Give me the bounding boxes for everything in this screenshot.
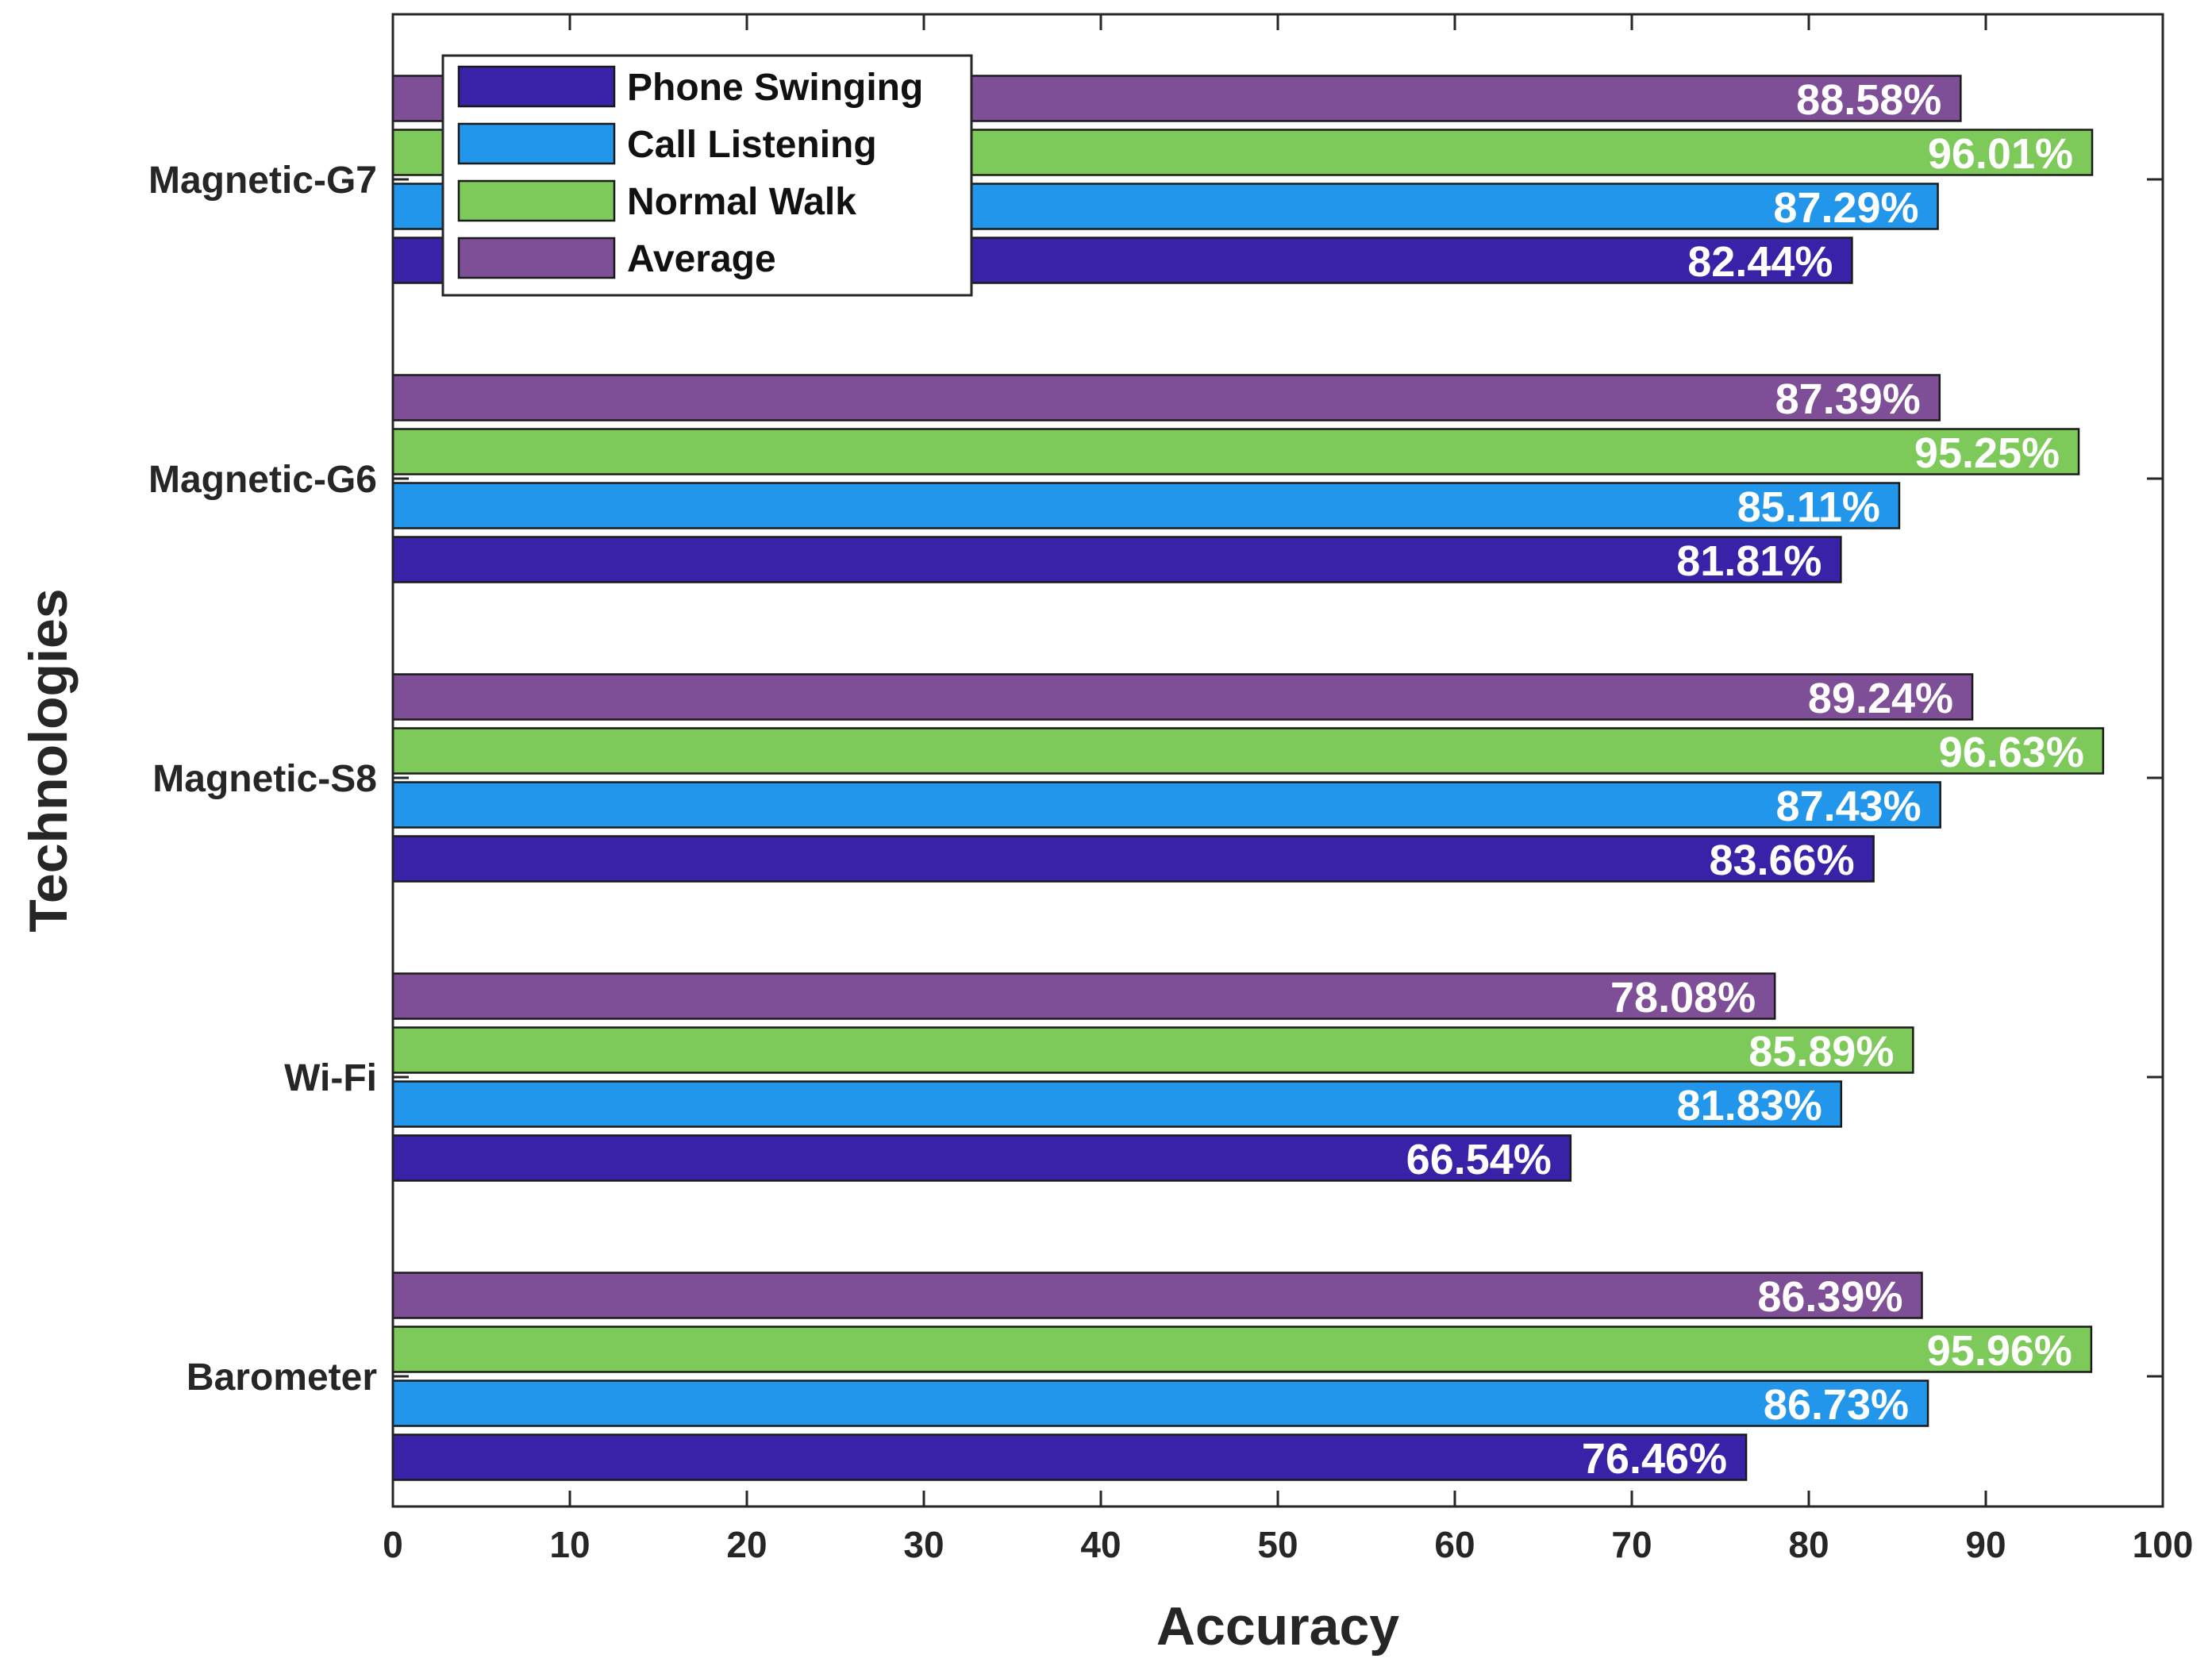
bar-normal-walk-magnetic-g6 bbox=[391, 428, 2080, 475]
x-tick-label: 90 bbox=[1965, 1524, 2006, 1565]
bar-value-label: 85.11% bbox=[1737, 483, 1880, 531]
bar-value-label: 81.81% bbox=[1676, 537, 1822, 585]
y-axis-title: Technologies bbox=[18, 588, 79, 932]
x-tick-label: 60 bbox=[1434, 1524, 1475, 1565]
bar-value-label: 87.43% bbox=[1776, 783, 1922, 830]
bar-value-label: 95.96% bbox=[1927, 1327, 2072, 1375]
x-tick-label: 70 bbox=[1611, 1524, 1652, 1565]
x-tick-label: 10 bbox=[549, 1524, 590, 1565]
bar-call-listening-wi-fi bbox=[391, 1080, 1843, 1128]
bar-value-label: 86.39% bbox=[1757, 1273, 1902, 1321]
legend-swatch bbox=[457, 179, 616, 222]
bar-value-label: 95.25% bbox=[1914, 429, 2060, 477]
bar-value-label: 82.44% bbox=[1687, 238, 1833, 286]
bar-call-listening-barometer bbox=[391, 1379, 1929, 1427]
bar-average-barometer bbox=[391, 1272, 1923, 1319]
bar-value-label: 86.73% bbox=[1764, 1381, 1909, 1429]
bar-call-listening-magnetic-s8 bbox=[391, 781, 1941, 829]
bar-normal-walk-magnetic-s8 bbox=[391, 727, 2105, 775]
bar-average-magnetic-g6 bbox=[391, 374, 1941, 421]
bar-value-label: 96.01% bbox=[1928, 130, 2073, 178]
x-axis-title: Accuracy bbox=[1156, 1596, 1399, 1657]
bar-value-label: 81.83% bbox=[1677, 1082, 1822, 1129]
category-label: Magnetic-G6 bbox=[148, 459, 377, 501]
bar-normal-walk-barometer bbox=[391, 1326, 2093, 1373]
bar-value-label: 85.89% bbox=[1748, 1028, 1894, 1075]
legend: Phone Swinging Call Listening Normal Walk A… bbox=[441, 54, 973, 297]
bar-phone-swinging-magnetic-s8 bbox=[391, 835, 1875, 883]
legend-entry: Normal Walk bbox=[627, 181, 856, 223]
bar-value-label: 87.29% bbox=[1773, 184, 1918, 232]
legend-swatch bbox=[457, 65, 616, 108]
bar-value-label: 83.66% bbox=[1709, 837, 1854, 884]
bar-value-label: 96.63% bbox=[1939, 729, 2084, 776]
x-tick-label: 50 bbox=[1257, 1524, 1298, 1565]
plot-frame bbox=[391, 13, 2164, 1508]
ticks-layer: 0 10 20 30 40 50 60 70 80 90 100 Magnetic-G7 Magneti… bbox=[148, 14, 2193, 1565]
category-label: Magnetic-S8 bbox=[152, 758, 377, 800]
bar-phone-swinging-magnetic-g6 bbox=[391, 536, 1842, 583]
legend-swatch bbox=[457, 237, 616, 279]
bar-phone-swinging-barometer bbox=[391, 1433, 1748, 1481]
bar-value-label: 78.08% bbox=[1610, 974, 1756, 1022]
category-label: Magnetic-G7 bbox=[148, 160, 377, 202]
bar-value-label: 88.58% bbox=[1796, 76, 1941, 124]
x-tick-label: 0 bbox=[383, 1524, 403, 1565]
category-label: Wi-Fi bbox=[284, 1057, 377, 1099]
x-tick-label: 30 bbox=[903, 1524, 944, 1565]
legend-entry: Average bbox=[627, 238, 776, 280]
bar-value-label: 89.24% bbox=[1808, 675, 1953, 722]
bar-call-listening-magnetic-g6 bbox=[391, 482, 1901, 529]
legend-entry: Phone Swinging bbox=[627, 67, 923, 109]
bar-phone-swinging-wi-fi bbox=[391, 1134, 1572, 1182]
legend-entry: Call Listening bbox=[627, 124, 877, 166]
x-tick-label: 20 bbox=[726, 1524, 767, 1565]
bar-average-wi-fi bbox=[391, 972, 1776, 1020]
x-tick-label: 100 bbox=[2133, 1524, 2194, 1565]
bar-average-magnetic-s8 bbox=[391, 673, 1974, 721]
bar-value-label: 66.54% bbox=[1406, 1136, 1552, 1183]
x-tick-label: 80 bbox=[1788, 1524, 1829, 1565]
legend-swatch bbox=[457, 122, 616, 165]
x-tick-label: 40 bbox=[1080, 1524, 1121, 1565]
bar-normal-walk-wi-fi bbox=[391, 1026, 1914, 1074]
bar-value-label: 87.39% bbox=[1775, 375, 1921, 423]
bar-value-label: 76.46% bbox=[1582, 1435, 1727, 1483]
category-label: Barometer bbox=[187, 1356, 377, 1399]
